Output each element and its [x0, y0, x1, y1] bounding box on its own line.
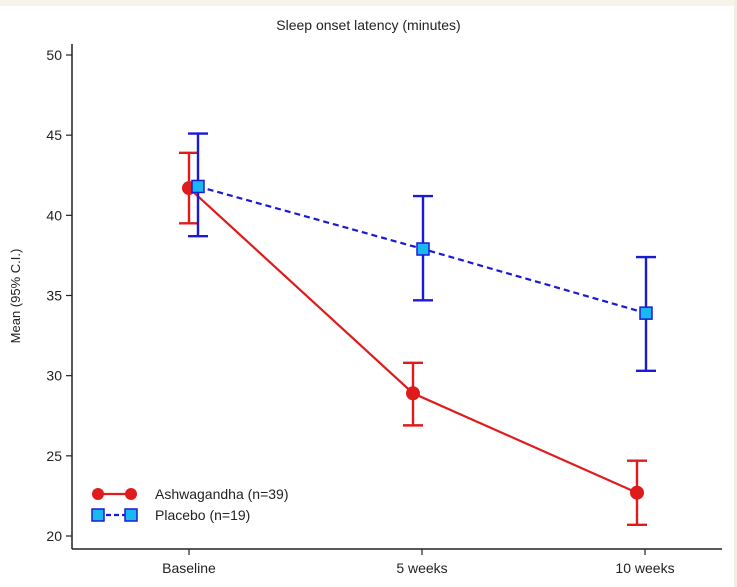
- y-tick-label: 50: [46, 47, 62, 63]
- y-tick-label: 25: [46, 448, 62, 464]
- legend: Ashwagandha (n=39) Placebo (n=19): [91, 486, 289, 523]
- data-point: [416, 242, 430, 256]
- data-point: [630, 485, 644, 500]
- x-tick-label: 5 weeks: [396, 560, 447, 576]
- y-tick-label: 45: [46, 127, 62, 143]
- data-point: [639, 306, 653, 320]
- series-layer: [179, 132, 656, 526]
- legend-item: Placebo (n=19): [91, 507, 250, 523]
- right-strip: [734, 0, 737, 587]
- y-tick-label: 40: [46, 207, 62, 223]
- legend-label: Ashwagandha (n=39): [155, 486, 289, 502]
- y-ticks: 20 25 30 35 40 45 50: [46, 47, 72, 544]
- legend-marker: [91, 508, 105, 522]
- legend-marker: [92, 488, 104, 500]
- legend-marker: [125, 488, 137, 500]
- legend-marker: [124, 508, 138, 522]
- y-axis-label: Mean (95% C.I.): [8, 249, 23, 344]
- chart-title: Sleep onset latency (minutes): [276, 17, 461, 33]
- y-tick-label: 30: [46, 368, 62, 384]
- axes: [71, 44, 722, 550]
- top-strip: [0, 0, 737, 6]
- series-ashwagandha: [179, 151, 647, 526]
- x-tick-label: Baseline: [162, 560, 216, 576]
- series-placebo: [188, 132, 656, 373]
- legend-label: Placebo (n=19): [155, 507, 250, 523]
- x-ticks: Baseline 5 weeks 10 weeks: [162, 549, 675, 576]
- legend-item: Ashwagandha (n=39): [92, 486, 289, 502]
- y-tick-label: 20: [46, 528, 62, 544]
- x-tick-label: 10 weeks: [615, 560, 674, 576]
- data-point: [191, 179, 205, 194]
- series-line: [188, 187, 638, 494]
- data-point: [406, 386, 420, 401]
- y-tick-label: 35: [46, 288, 62, 304]
